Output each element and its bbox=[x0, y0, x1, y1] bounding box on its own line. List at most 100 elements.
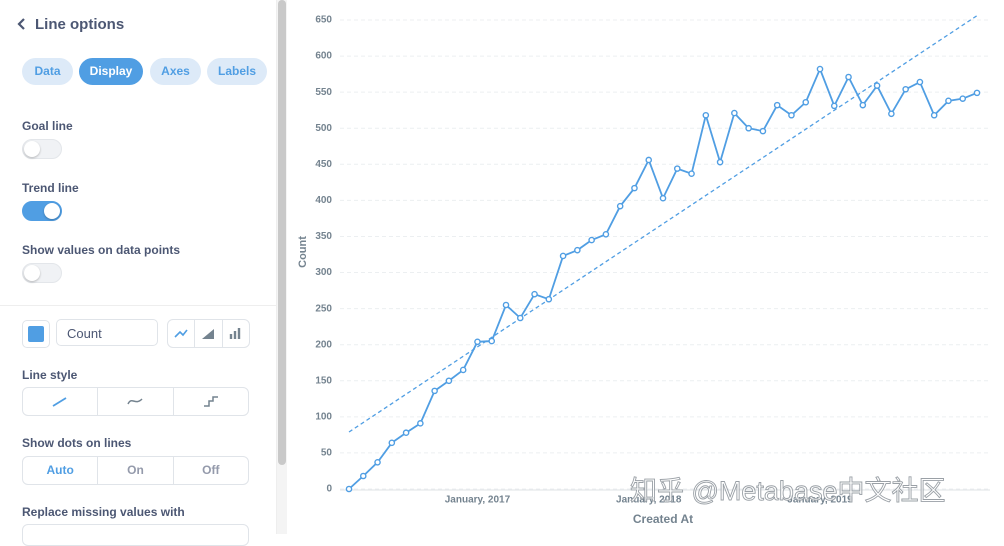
divider bbox=[0, 305, 276, 306]
data-point bbox=[830, 102, 838, 110]
area-type-button[interactable] bbox=[195, 320, 223, 347]
y-tick-label: 0 bbox=[326, 484, 332, 495]
toggle-knob bbox=[44, 203, 60, 219]
straight-style-button[interactable] bbox=[23, 388, 99, 415]
dots-option[interactable]: Auto bbox=[23, 457, 99, 484]
data-point bbox=[816, 65, 824, 73]
data-point bbox=[359, 472, 367, 480]
panel-title[interactable]: Line options bbox=[35, 16, 125, 33]
chart: Count Created At 0 50 100 150 200 250 300 350 40… bbox=[297, 15, 990, 526]
y-tick-label: 500 bbox=[315, 123, 332, 134]
x-tick-label: January, 2018 bbox=[616, 495, 682, 506]
trend-line bbox=[348, 15, 978, 433]
series-name-input[interactable]: Count bbox=[56, 319, 158, 346]
data-point bbox=[659, 194, 667, 202]
data-point bbox=[759, 127, 767, 135]
data-point bbox=[616, 202, 624, 210]
tab[interactable]: Labels bbox=[207, 58, 267, 85]
data-point bbox=[902, 85, 909, 93]
data-point bbox=[645, 156, 653, 164]
chart-type-group bbox=[167, 319, 250, 348]
y-tick-label: 50 bbox=[321, 448, 333, 459]
data-point bbox=[374, 459, 381, 466]
data-point bbox=[474, 338, 481, 346]
toggle-knob bbox=[24, 141, 40, 157]
data-point bbox=[574, 246, 581, 254]
data-point bbox=[402, 429, 410, 437]
data-point bbox=[602, 230, 610, 238]
data-point bbox=[502, 301, 510, 309]
data-point bbox=[388, 439, 396, 447]
back-icon[interactable] bbox=[15, 17, 27, 31]
toggle[interactable] bbox=[22, 139, 62, 159]
step-style-button[interactable] bbox=[174, 388, 248, 415]
y-tick-label: 550 bbox=[315, 87, 332, 98]
data-point bbox=[859, 101, 867, 109]
data-point bbox=[873, 82, 881, 89]
y-tick-label: 450 bbox=[315, 159, 332, 170]
data-point bbox=[588, 236, 595, 244]
tab[interactable]: Data bbox=[22, 58, 73, 85]
tab[interactable]: Display bbox=[79, 58, 143, 85]
x-axis-title: Created At bbox=[633, 512, 693, 526]
bar-type-button[interactable] bbox=[223, 320, 249, 347]
data-point bbox=[888, 110, 895, 118]
y-tick-label: 400 bbox=[315, 195, 332, 206]
x-tick-label: January, 2019 bbox=[787, 495, 853, 506]
data-point bbox=[788, 111, 795, 119]
series-line bbox=[348, 66, 978, 490]
dots-option[interactable]: On bbox=[98, 457, 174, 484]
line-style-label: Line style bbox=[22, 368, 78, 382]
curved-style-button[interactable] bbox=[98, 388, 174, 415]
toggle[interactable] bbox=[22, 201, 62, 221]
dots-group: Auto On Off bbox=[22, 456, 249, 485]
tab[interactable]: Axes bbox=[150, 58, 201, 85]
data-point bbox=[731, 109, 738, 117]
data-point bbox=[673, 165, 681, 172]
x-tick-label: January, 2017 bbox=[445, 495, 511, 506]
toggle-label: Goal line bbox=[22, 119, 73, 133]
data-point bbox=[688, 170, 695, 177]
toggle-label: Show values on data points bbox=[22, 243, 181, 257]
data-point bbox=[431, 387, 438, 395]
watermark: 知乎 @Metabase中文社区 bbox=[630, 476, 945, 506]
data-point bbox=[702, 111, 710, 119]
data-point bbox=[773, 101, 781, 109]
missing-values-select[interactable] bbox=[22, 524, 249, 546]
line-style-group bbox=[22, 387, 249, 416]
dots-option[interactable]: Off bbox=[202, 463, 220, 477]
y-tick-label: 350 bbox=[315, 231, 332, 242]
color-picker[interactable] bbox=[22, 320, 50, 348]
data-point bbox=[531, 290, 538, 298]
color-swatch bbox=[28, 326, 44, 342]
data-point bbox=[631, 184, 638, 192]
settings-panel: Line options Count Line style Show dots … bbox=[0, 0, 277, 546]
missing-values-label: Replace missing values with bbox=[22, 505, 185, 519]
toggle[interactable] bbox=[22, 263, 62, 283]
scrollbar-thumb[interactable] bbox=[278, 0, 286, 465]
y-tick-label: 200 bbox=[315, 339, 332, 350]
data-point bbox=[716, 158, 724, 166]
data-point bbox=[559, 252, 567, 260]
data-point bbox=[845, 73, 852, 81]
y-tick-label: 250 bbox=[315, 303, 332, 314]
data-point bbox=[930, 111, 938, 119]
y-tick-label: 300 bbox=[315, 267, 332, 278]
data-point bbox=[916, 78, 924, 86]
y-axis-title: Count bbox=[297, 236, 309, 268]
data-point bbox=[417, 420, 424, 427]
data-point bbox=[488, 337, 496, 345]
y-tick-label: 600 bbox=[315, 51, 332, 62]
line-type-button[interactable] bbox=[168, 320, 196, 347]
toggle-label: Trend line bbox=[22, 181, 79, 195]
toggle-knob bbox=[24, 265, 40, 281]
data-point bbox=[459, 366, 467, 374]
data-point bbox=[516, 314, 524, 322]
data-point bbox=[973, 89, 981, 97]
data-point bbox=[802, 98, 810, 106]
data-point bbox=[345, 485, 353, 493]
y-tick-label: 100 bbox=[315, 411, 332, 422]
data-point bbox=[959, 95, 967, 102]
y-tick-label: 150 bbox=[315, 375, 332, 386]
